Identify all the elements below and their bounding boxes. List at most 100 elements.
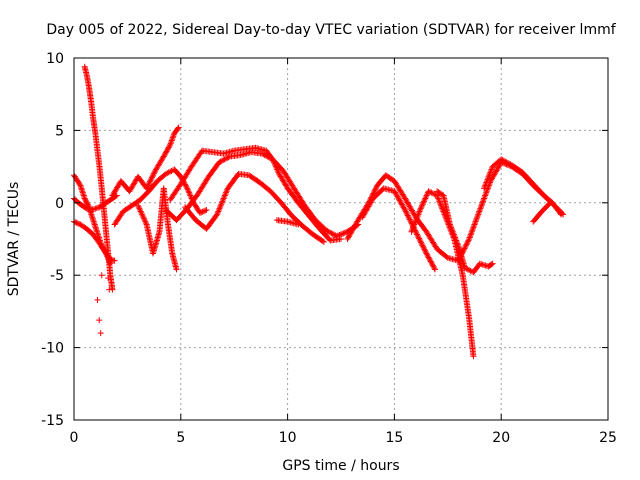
data-point: [168, 138, 175, 145]
y-tick-label: -15: [41, 413, 64, 429]
data-point: [343, 229, 350, 236]
data-point: [218, 201, 225, 208]
data-point: [500, 157, 507, 164]
data-point: [266, 154, 273, 161]
data-point: [164, 170, 171, 177]
data-point: [405, 213, 412, 220]
data-point: [421, 246, 428, 253]
data-point: [480, 198, 487, 205]
data-point: [469, 225, 476, 232]
data-point: [217, 202, 224, 209]
data-point: [410, 224, 417, 231]
data-point: [403, 209, 410, 216]
data-point: [472, 220, 479, 227]
data-point: [482, 191, 489, 198]
data-point: [473, 217, 480, 224]
data-point: [460, 246, 467, 253]
data-point: [168, 137, 175, 144]
y-tick-label: -5: [50, 268, 64, 284]
data-point: [137, 207, 144, 214]
data-point: [264, 153, 271, 160]
data-point: [167, 141, 174, 148]
data-point: [167, 168, 174, 175]
data-point: [409, 225, 416, 232]
data-point: [261, 152, 268, 159]
data-point: [213, 212, 220, 219]
data-point: [448, 224, 455, 231]
data-point: [144, 182, 151, 189]
data-point: [159, 154, 166, 161]
data-point: [173, 266, 180, 273]
data-point: [149, 173, 156, 180]
data-point: [295, 221, 302, 228]
data-point: [483, 189, 490, 196]
data-point: [197, 209, 204, 216]
data-point: [450, 230, 457, 237]
data-point: [145, 181, 152, 188]
data-point: [138, 209, 145, 216]
data-point: [546, 200, 553, 207]
data-point: [448, 225, 455, 232]
data-point: [216, 159, 223, 166]
data-point: [480, 196, 487, 203]
data-point: [147, 177, 154, 184]
data-point: [420, 198, 427, 205]
data-point: [427, 188, 433, 195]
data-point: [148, 175, 155, 182]
data-point: [220, 196, 227, 203]
data-point: [337, 231, 344, 238]
data-point: [506, 160, 513, 167]
data-point: [408, 219, 415, 226]
data-point: [558, 211, 565, 218]
data-point: [262, 152, 269, 159]
data-point: [468, 230, 475, 237]
data-point: [424, 253, 431, 260]
data-point: [464, 240, 471, 247]
data-point: [150, 170, 157, 177]
x-axis-label: GPS time / hours: [282, 458, 399, 474]
data-point: [418, 240, 425, 247]
data-point: [475, 211, 482, 218]
data-point: [431, 191, 438, 198]
data-point: [401, 205, 408, 212]
data-point: [177, 173, 184, 180]
data-point: [162, 149, 169, 156]
data-point: [483, 188, 490, 195]
data-point: [274, 167, 281, 174]
x-tick-label: 20: [492, 430, 510, 446]
data-point: [224, 186, 231, 193]
data-point: [142, 218, 149, 225]
data-point: [482, 182, 489, 189]
data-point: [426, 255, 433, 262]
data-point: [202, 207, 209, 214]
data-point: [422, 194, 429, 201]
data-point: [418, 204, 425, 211]
data-point: [421, 196, 428, 203]
data-point: [198, 209, 205, 216]
data-point: [406, 215, 413, 222]
data-point: [436, 199, 443, 206]
data-point: [219, 198, 226, 205]
data-point: [466, 267, 473, 274]
data-point: [218, 199, 225, 206]
data-point: [328, 230, 335, 237]
data-point: [413, 215, 420, 222]
data-point: [451, 233, 458, 240]
data-point: [164, 147, 171, 154]
data-point: [423, 250, 430, 257]
data-point: [169, 134, 176, 141]
data-point: [446, 221, 453, 228]
data-point: [187, 192, 194, 199]
data-point: [215, 207, 222, 214]
data-point: [331, 231, 338, 238]
data-point: [452, 234, 459, 241]
data-point: [436, 198, 443, 205]
x-tick-label: 5: [176, 430, 185, 446]
y-tick-label: 5: [55, 123, 64, 139]
data-point: [141, 217, 148, 224]
data-point: [216, 205, 223, 212]
data-point: [416, 235, 423, 242]
data-point: [481, 183, 488, 190]
data-point: [320, 238, 327, 245]
data-point: [462, 242, 469, 249]
